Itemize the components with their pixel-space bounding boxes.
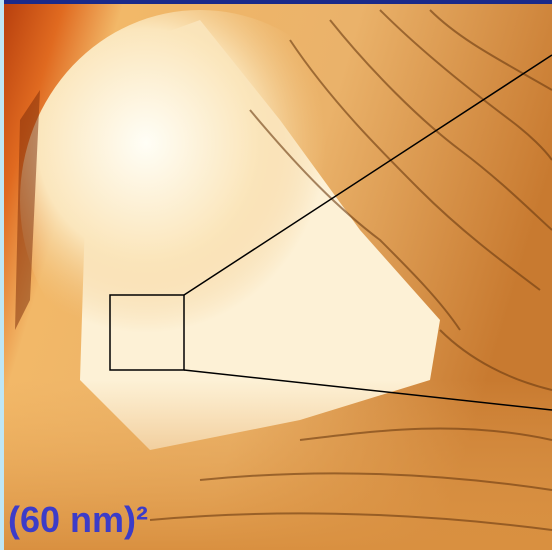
stm-image: (60 nm)²	[0, 0, 552, 550]
left-edge	[0, 0, 4, 550]
page: (60 nm)² (() => { const data = JSON.pars…	[0, 0, 552, 550]
top-edge	[4, 0, 552, 4]
highlight	[20, 10, 380, 390]
scale-label: (60 nm)²	[8, 499, 148, 540]
